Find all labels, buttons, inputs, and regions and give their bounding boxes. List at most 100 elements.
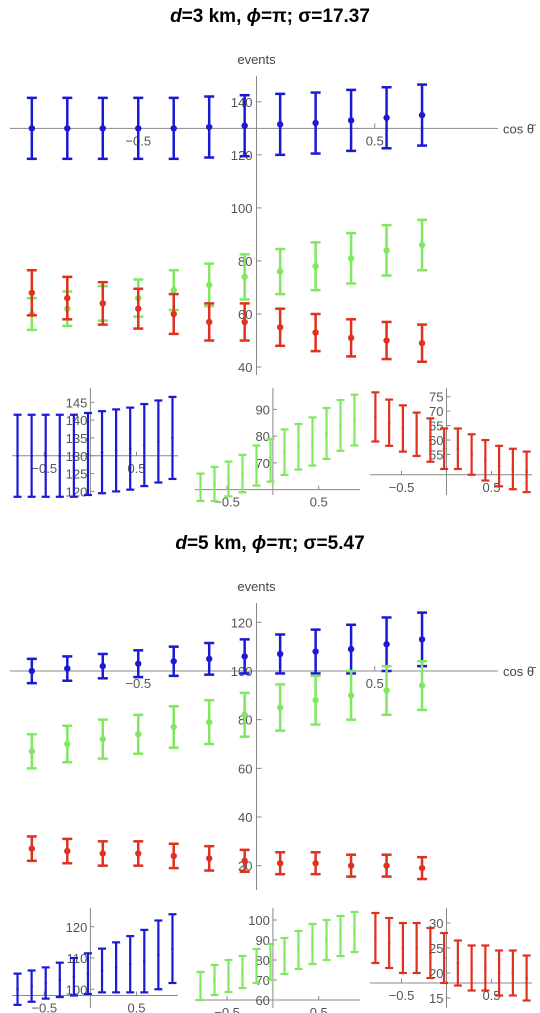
data-point — [470, 453, 473, 456]
data-point — [199, 488, 202, 491]
data-point — [387, 421, 391, 425]
y-tick-label: 55 — [429, 448, 443, 463]
x-tick-label: 0.5 — [366, 676, 384, 691]
series-red — [26, 268, 428, 363]
data-point — [206, 855, 213, 862]
y-tick-label: 60 — [255, 993, 269, 1008]
x-tick-label: 0.5 — [127, 1001, 145, 1013]
data-point — [387, 941, 391, 945]
data-point — [312, 119, 319, 127]
data-point — [28, 125, 36, 132]
data-point — [30, 984, 33, 988]
data-point — [456, 447, 460, 451]
data-point — [64, 847, 71, 855]
data-point — [312, 697, 319, 704]
data-point — [325, 938, 328, 942]
data-point — [206, 655, 213, 663]
data-point — [241, 318, 248, 326]
subplot-2-2: 60 70 80 90 100 −0.5 0.5 — [195, 908, 360, 1013]
data-point — [401, 946, 405, 950]
data-point — [241, 472, 244, 475]
data-point — [312, 263, 319, 270]
data-point — [347, 334, 355, 342]
y-tick-label: 80 — [255, 953, 269, 968]
data-point — [276, 268, 284, 275]
data-point — [86, 972, 90, 975]
data-point — [100, 969, 104, 972]
data-point — [206, 123, 213, 131]
data-point — [383, 114, 390, 121]
y-tick-label: 70 — [255, 973, 269, 988]
data-point — [199, 984, 202, 988]
data-point — [484, 966, 487, 970]
data-point — [276, 860, 284, 867]
data-point — [418, 864, 426, 872]
data-point — [142, 959, 146, 963]
data-point — [347, 255, 355, 262]
data-point — [484, 458, 487, 462]
data-point — [99, 850, 106, 857]
data-point — [418, 636, 426, 643]
data-point — [64, 665, 71, 672]
data-point — [241, 970, 244, 974]
data-point — [227, 974, 230, 978]
data-point — [442, 956, 446, 960]
data-point — [99, 662, 106, 670]
y-tick-label: 120 — [231, 615, 253, 630]
data-point — [255, 964, 258, 968]
series-green — [26, 218, 428, 332]
data-point — [28, 748, 36, 755]
series-green — [26, 660, 428, 770]
data-point — [135, 125, 142, 132]
data-point — [312, 329, 319, 336]
data-point — [525, 976, 528, 980]
y-tick-label: 40 — [238, 360, 252, 375]
data-point — [16, 454, 19, 458]
data-point — [269, 960, 272, 964]
data-point — [269, 458, 272, 462]
data-point — [383, 247, 390, 254]
y-tick-label: 140 — [66, 413, 88, 428]
data-point — [206, 718, 213, 726]
y-tick-label: 100 — [231, 201, 253, 216]
data-point — [142, 443, 146, 447]
data-point — [99, 735, 106, 743]
y-tick-label: 90 — [255, 933, 269, 948]
data-point — [339, 934, 342, 938]
data-point — [58, 454, 62, 458]
y-tick-label: 140 — [231, 95, 253, 110]
data-point — [497, 464, 501, 468]
data-point — [442, 447, 446, 451]
data-point — [241, 711, 248, 718]
data-point — [157, 440, 160, 443]
data-point — [135, 731, 142, 738]
data-point — [347, 692, 355, 699]
y-tick-label: 90 — [255, 402, 269, 417]
data-point — [418, 682, 426, 689]
data-point — [227, 477, 230, 481]
y-tick-label: 100 — [66, 982, 88, 997]
data-point — [311, 942, 314, 946]
data-point — [418, 241, 426, 249]
y-tick-label: 80 — [255, 429, 269, 444]
x-tick-label: −0.5 — [31, 461, 57, 476]
y-axis-label: events — [237, 579, 276, 594]
data-point — [44, 454, 48, 458]
data-point — [418, 111, 426, 119]
data-point — [64, 740, 71, 748]
y-tick-label: 135 — [66, 431, 88, 446]
data-point — [135, 305, 142, 312]
data-point — [30, 454, 33, 458]
data-point — [383, 687, 390, 694]
x-tick-label: −0.5 — [389, 480, 415, 495]
data-point — [58, 978, 62, 982]
data-point — [353, 418, 356, 422]
x-axis-label: cos θ̄ — [503, 121, 536, 136]
data-point — [213, 483, 216, 486]
y-tick-label: 40 — [238, 810, 252, 825]
y-tick-label: 60 — [429, 433, 443, 448]
